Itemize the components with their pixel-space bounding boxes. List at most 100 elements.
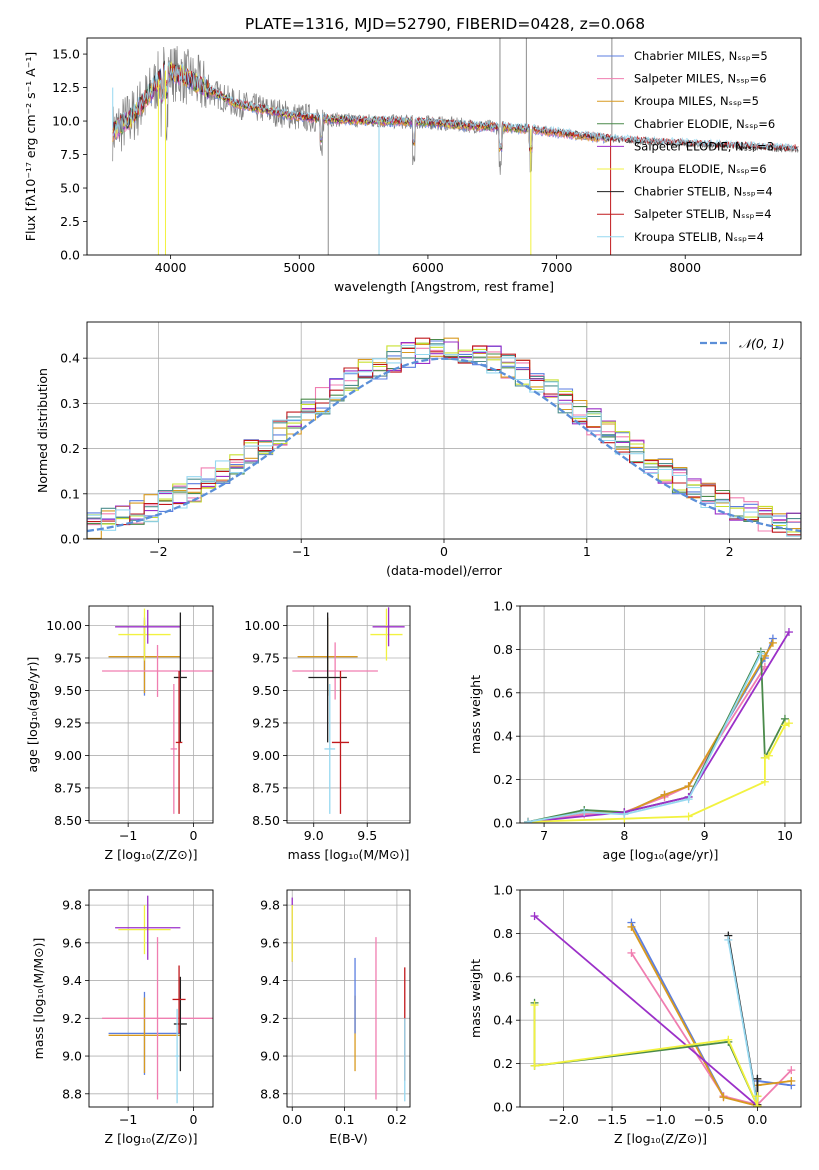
- y-tick-label: 9.50: [54, 683, 82, 698]
- y-tick-label: 0.3: [60, 396, 80, 411]
- legend-label: Chabrier STELIB, Nₛₛₚ=4: [634, 185, 773, 199]
- y-tick-label: 8.50: [252, 813, 280, 828]
- x-tick-label: 0.2: [387, 1112, 407, 1127]
- histogram-kroupa_stelib: [87, 344, 801, 539]
- y-tick-label: 0.8: [493, 926, 513, 941]
- series-line-salpeter_miles: [630, 952, 792, 1106]
- model-spectrum-kroupa_stelib: [112, 61, 799, 151]
- x-tick-label: 0: [189, 1112, 197, 1127]
- y-tick-label: 9.8: [62, 898, 82, 913]
- y-tick-label: 0.2: [493, 772, 513, 787]
- error-bars: [291, 897, 406, 1102]
- legend-label: 𝒩(0, 1): [739, 336, 785, 351]
- x-tick-label: −1.0: [645, 1112, 675, 1127]
- legend-label: Salpeter MILES, Nₛₛₚ=6: [634, 72, 767, 86]
- y-tick-label: 7.5: [60, 147, 80, 162]
- x-tick-label: −1: [119, 1112, 137, 1127]
- series-line-chabrier_elodie: [533, 1002, 759, 1107]
- mass-vs-metallicity-panel: −1 0 8.8 9.0 9.2 9.4 9.6 9.8 Z [log₁₀(Z/Z⊙)] mass…: [31, 889, 214, 1146]
- mass-vs-ebv-panel: 0.0 0.1 0.2 8.8 9.0 9.2 9.4 9.6 9.8 E(B-V): [260, 889, 411, 1146]
- x-tick-label: 5000: [283, 260, 315, 275]
- x-tick-label: 8000: [669, 260, 701, 275]
- x-tick-label: 0.0: [747, 1112, 767, 1127]
- normal-distribution-curve: [87, 357, 801, 533]
- y-tick-label: 0.1: [60, 486, 80, 501]
- x-tick-label: −1: [292, 544, 310, 559]
- y-tick-label: 9.50: [252, 683, 280, 698]
- y-tick-label: 1.0: [493, 883, 513, 898]
- mass-weight-vs-metallicity-panel: −2.0 −1.5 −1.0 −0.5 0.0 0.0 0.2 0.4 0.6 0.8 1.0 Z […: [468, 883, 802, 1146]
- legend-label: Kroupa MILES, Nₛₛₚ=5: [634, 94, 759, 108]
- y-tick-label: 9.4: [62, 973, 82, 988]
- y-tick-label: 9.0: [260, 1049, 280, 1064]
- y-tick-label: 8.75: [252, 780, 280, 795]
- y-tick-label: 0.2: [493, 1056, 513, 1071]
- y-tick-label: 0.0: [60, 248, 80, 263]
- y-axis-label: Normed distribution: [35, 368, 50, 493]
- axes-frame: [88, 605, 214, 824]
- x-axis-label: E(B-V): [329, 1131, 368, 1146]
- residual-histogram-panel: −2 −1 0 1 2 0.0 0.1 0.2 0.3 0.4 (data-model)/error…: [35, 321, 802, 578]
- x-tick-label: 6000: [412, 260, 444, 275]
- histogram-traces: [87, 337, 801, 539]
- x-axis-label: Z [log₁₀(Z/Z⊙)]: [105, 847, 198, 862]
- series-line-salpeter_elodie: [527, 631, 790, 823]
- figure-title: PLATE=1316, MJD=52790, FIBERID=0428, z=0…: [245, 15, 645, 33]
- series-line-salpeter_elodie: [533, 915, 758, 1107]
- legend-label: Chabrier ELODIE, Nₛₛₚ=6: [634, 117, 775, 131]
- y-tick-label: 0.0: [60, 532, 80, 547]
- y-tick-label: 9.75: [54, 650, 82, 665]
- age-vs-metallicity-panel: −1 0 8.50 8.75 9.00 9.25 9.50 9.75 10.00 Z [log₁₀…: [25, 605, 214, 862]
- y-tick-label: 9.25: [54, 715, 82, 730]
- y-tick-label: 5.0: [60, 181, 80, 196]
- y-tick-label: 8.50: [54, 813, 82, 828]
- y-tick-label: 10.00: [46, 618, 82, 633]
- y-tick-label: 0.4: [493, 729, 513, 744]
- y-tick-label: 0.4: [60, 351, 80, 366]
- x-tick-label: 2: [726, 544, 734, 559]
- error-bars: [292, 607, 405, 814]
- series-line-kroupa_miles: [630, 926, 792, 1107]
- y-tick-label: 9.8: [260, 898, 280, 913]
- legend-label: Kroupa ELODIE, Nₛₛₚ=6: [634, 162, 767, 176]
- observed-spectrum-line: [112, 46, 799, 175]
- y-tick-label: 9.75: [252, 650, 280, 665]
- x-tick-label: −1.5: [597, 1112, 627, 1127]
- y-tick-label: 9.0: [62, 1049, 82, 1064]
- y-axis-label: age [log₁₀(age/yr)]: [25, 657, 40, 773]
- age-vs-mass-panel: 9.0 9.5 8.50 8.75 9.00 9.25 9.50 9.75 10.00 mass …: [244, 605, 411, 862]
- x-axis-label: Z [log₁₀(Z/Z⊙)]: [105, 1131, 198, 1146]
- x-tick-label: −0.5: [694, 1112, 724, 1127]
- y-tick-label: 9.00: [54, 748, 82, 763]
- x-tick-label: 9: [701, 828, 709, 843]
- x-axis-label: (data-model)/error: [386, 563, 503, 578]
- x-tick-label: 1: [583, 544, 591, 559]
- x-tick-label: 4000: [155, 260, 187, 275]
- series-lines: [524, 628, 793, 823]
- y-tick-label: 9.2: [260, 1011, 280, 1026]
- series-line-kroupa_stelib: [527, 653, 762, 823]
- axes-frame: [519, 889, 802, 1108]
- y-tick-label: 15.0: [52, 47, 80, 62]
- x-axis-label: wavelength [Angstrom, rest frame]: [334, 279, 554, 294]
- series-lines: [530, 912, 796, 1107]
- axes-frame: [519, 605, 802, 824]
- y-tick-label: 9.6: [62, 935, 82, 950]
- x-tick-label: 9.5: [357, 828, 377, 843]
- y-tick-label: 1.0: [493, 599, 513, 614]
- y-tick-label: 0.0: [493, 1100, 513, 1115]
- x-tick-label: 0: [189, 828, 197, 843]
- error-bars: [102, 608, 213, 814]
- y-axis-label: mass weight: [468, 675, 483, 754]
- legend-label: Kroupa STELIB, Nₛₛₚ=4: [634, 230, 764, 244]
- y-tick-label: 9.2: [62, 1011, 82, 1026]
- x-axis-label: age [log₁₀(age/yr)]: [603, 847, 719, 862]
- x-tick-label: 0.1: [335, 1112, 355, 1127]
- y-tick-label: 0.6: [493, 685, 513, 700]
- x-tick-label: 7: [540, 828, 548, 843]
- y-tick-label: 2.5: [60, 214, 80, 229]
- axes-frame: [286, 605, 411, 824]
- axes-frame: [86, 37, 802, 256]
- x-tick-label: 9.0: [304, 828, 324, 843]
